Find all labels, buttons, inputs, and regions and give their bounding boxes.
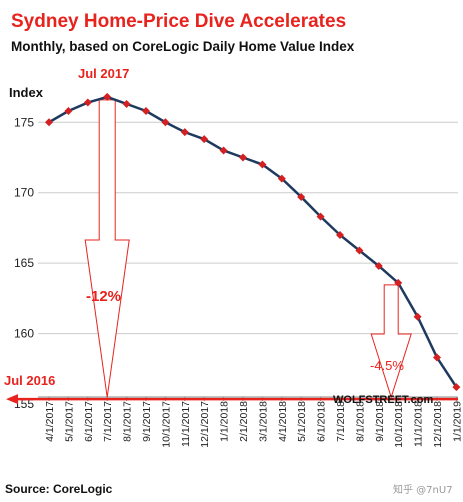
data-point	[200, 135, 209, 144]
data-point	[64, 106, 73, 115]
x-tick-label: 12/1/2017	[199, 401, 211, 448]
y-axis: 155 160 165 170 175	[14, 115, 34, 411]
x-tick-label: 6/1/2017	[83, 401, 95, 442]
brand-label: WOLFSTREET.com	[333, 394, 433, 406]
y-tick-label: 160	[14, 327, 34, 341]
data-point	[258, 160, 267, 169]
y-tick-label: 155	[14, 397, 34, 411]
x-tick-label: 4/1/2017	[44, 401, 56, 442]
data-point	[394, 278, 403, 287]
y-tick-label: 165	[14, 256, 34, 270]
decline-arrow-total	[84, 99, 130, 398]
x-tick-label: 7/1/2017	[102, 401, 114, 442]
baseline-label: Jul 2016	[4, 373, 55, 388]
x-axis: 4/1/2017 5/1/2017 6/1/2017 7/1/2017 8/1/2017…	[44, 401, 463, 448]
data-point	[433, 353, 441, 362]
data-point	[45, 118, 53, 127]
x-tick-label: 10/1/2018	[393, 401, 405, 448]
data-markers	[45, 92, 461, 392]
chart-subtitle: Monthly, based on CoreLogic Daily Home V…	[11, 39, 355, 54]
x-tick-label: 11/1/2017	[180, 401, 192, 447]
x-tick-label: 2/1/2018	[238, 401, 250, 442]
x-tick-label: 7/1/2018	[335, 401, 347, 442]
x-tick-label: 8/1/2018	[354, 401, 366, 442]
data-point	[180, 128, 189, 137]
data-point	[316, 212, 325, 221]
x-tick-label: 12/1/2018	[432, 401, 444, 448]
decline-recent-label: -4.5%	[370, 358, 404, 373]
x-tick-label: 1/1/2018	[219, 401, 231, 442]
data-point	[83, 98, 92, 107]
data-point	[142, 106, 150, 115]
data-point	[219, 146, 228, 155]
x-tick-label: 5/1/2017	[63, 401, 75, 442]
x-tick-label: 11/1/2018	[413, 401, 425, 447]
data-point	[413, 312, 422, 321]
decline-arrow-recent	[370, 284, 412, 399]
y-tick-label: 175	[14, 115, 34, 129]
baseline-arrowhead	[6, 394, 18, 405]
data-point	[355, 246, 364, 255]
x-tick-label: 3/1/2018	[257, 401, 269, 442]
decline-total-label: -12%	[86, 288, 121, 305]
x-tick-label: 4/1/2018	[277, 401, 289, 442]
x-tick-label: 9/1/2017	[141, 401, 153, 442]
data-point	[277, 174, 286, 183]
y-axis-title: Index	[9, 85, 44, 100]
watermark: 知乎 @7nU7	[393, 483, 453, 496]
data-point	[161, 118, 170, 127]
data-point	[122, 99, 131, 108]
x-tick-label: 1/1/2019	[451, 401, 463, 442]
x-tick-label: 5/1/2018	[296, 401, 308, 442]
data-point	[452, 383, 461, 392]
x-tick-label: 9/1/2018	[374, 401, 386, 442]
data-point	[374, 261, 383, 270]
data-point	[297, 192, 306, 201]
x-tick-label: 6/1/2018	[316, 401, 328, 442]
data-point	[336, 230, 344, 239]
source-label: Source: CoreLogic	[5, 482, 113, 496]
data-point	[103, 92, 112, 101]
series-line	[48, 95, 458, 388]
data-point	[239, 153, 247, 162]
x-tick-label: 10/1/2017	[160, 401, 172, 448]
chart-title: Sydney Home-Price Dive Accelerates	[11, 11, 346, 32]
x-tick-label: 8/1/2017	[122, 401, 134, 442]
peak-label: Jul 2017	[78, 66, 129, 81]
y-tick-label: 170	[14, 186, 34, 200]
